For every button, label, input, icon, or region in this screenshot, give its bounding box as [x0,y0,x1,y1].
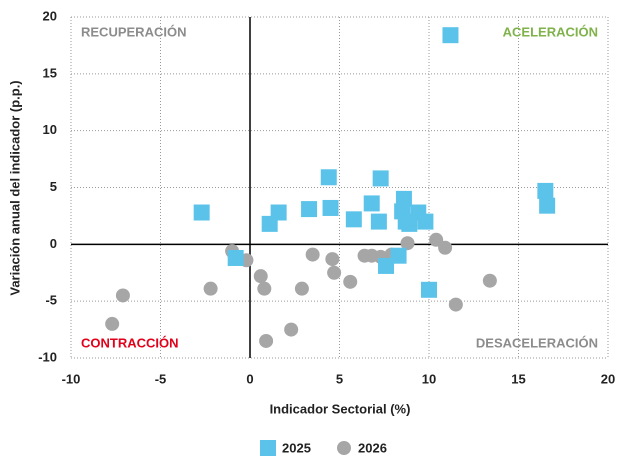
x-tick-label: 5 [336,371,343,386]
legend-label: 2025 [282,440,311,455]
point [259,333,274,348]
y-tick-label: 20 [43,8,57,23]
point [305,247,320,262]
y-tick-label: 5 [50,179,57,194]
point [438,240,453,255]
x-axis-label: Indicador Sectorial (%) [270,401,411,416]
point [325,252,340,267]
point [294,281,309,296]
x-tick-label: -10 [62,371,81,386]
y-tick-label: 0 [50,236,57,251]
point [378,257,395,274]
point [105,316,120,331]
quadrant-label: RECUPERACIÓN [81,24,186,39]
point [370,213,387,230]
point [482,273,497,288]
y-tick-label: -10 [38,349,57,364]
x-tick-label: 0 [246,371,253,386]
point [227,249,244,266]
x-tick-label: 20 [601,371,615,386]
y-tick-label: -5 [45,293,57,308]
legend-marker [260,440,276,456]
quadrant-label: CONTRACCIÓN [81,335,179,350]
legend-label: 2026 [358,440,387,455]
point [372,170,389,187]
point [203,281,218,296]
point [429,232,444,247]
point [301,201,318,218]
point [395,190,412,207]
point [537,182,554,199]
point [257,281,272,296]
point [322,199,339,216]
point [193,204,210,221]
point [320,169,337,186]
point [115,288,130,303]
y-axis-label: Variación anual del indicador (p.p.) [7,80,22,295]
point [417,213,434,230]
y-tick-label: 10 [43,122,57,137]
point [442,27,459,44]
point [327,265,342,280]
point [539,197,556,214]
point [345,211,362,228]
point [270,204,287,221]
point [363,195,380,212]
point [400,236,415,251]
x-tick-label: 15 [511,371,525,386]
quadrant-label: DESACELERACIÓN [476,335,598,350]
point [390,247,407,264]
quadrant-label: ACELERACIÓN [503,24,598,39]
point [448,297,463,312]
x-tick-label: 10 [422,371,436,386]
point [253,269,268,284]
x-tick-label: -5 [155,371,167,386]
point [284,322,299,337]
legend-marker [337,441,351,455]
y-tick-label: 15 [43,65,57,80]
point [343,274,358,289]
point [421,281,437,298]
